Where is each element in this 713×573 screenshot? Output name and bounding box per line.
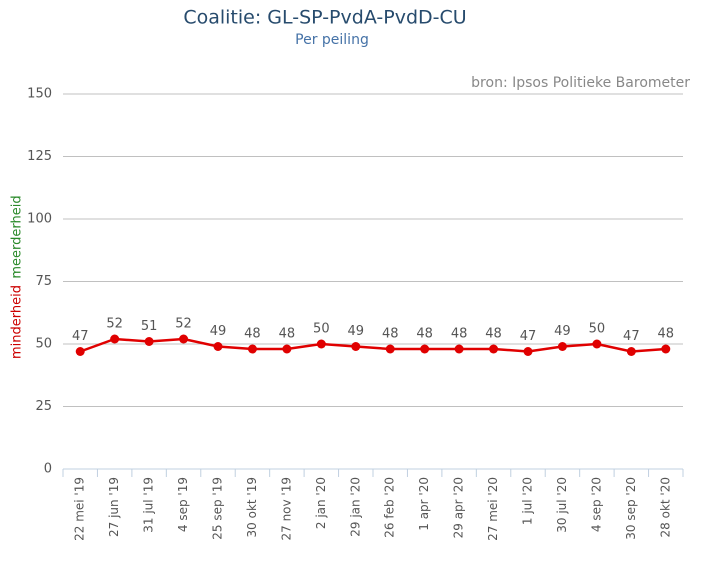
data-label: 52 (175, 317, 192, 332)
data-point (110, 334, 120, 344)
data-point (626, 347, 636, 356)
x-tick-label: 28 okt '20 (658, 477, 672, 537)
data-label: 50 (589, 322, 606, 337)
data-label: 52 (106, 317, 123, 332)
data-point (213, 342, 223, 351)
x-tick-label: 4 sep '19 (176, 477, 190, 532)
data-label: 49 (348, 324, 365, 339)
data-label: 47 (72, 329, 89, 344)
data-point (282, 344, 292, 354)
data-label: 48 (451, 327, 468, 342)
data-label: 47 (520, 329, 537, 344)
data-label: 47 (623, 329, 640, 344)
y-tick-label: 100 (27, 212, 52, 227)
y-tick-label: 0 (44, 462, 52, 477)
data-point (144, 337, 154, 346)
data-point (316, 339, 326, 349)
y-label-minority: minderheid (10, 285, 25, 359)
x-tick-label: 27 mei '20 (486, 477, 500, 541)
data-label: 48 (485, 327, 502, 342)
data-point (385, 344, 395, 354)
data-point (179, 334, 189, 344)
data-label: 48 (658, 327, 675, 342)
data-label: 48 (416, 327, 433, 342)
data-point (420, 344, 430, 354)
x-tick-label: 1 jul '20 (521, 477, 535, 525)
data-point (661, 344, 671, 354)
data-point (489, 344, 499, 354)
data-label: 49 (554, 324, 571, 339)
data-label: 48 (382, 327, 399, 342)
x-tick-label: 1 apr '20 (417, 477, 431, 531)
x-tick-label: 30 okt '19 (245, 477, 259, 537)
data-point (557, 342, 567, 351)
x-tick-label: 26 feb '20 (383, 477, 397, 538)
x-tick-label: 30 jul '20 (555, 477, 569, 533)
data-point (247, 344, 257, 354)
y-tick-label: 75 (35, 274, 52, 289)
data-label: 48 (244, 327, 261, 342)
y-tick-label: 125 (27, 149, 52, 164)
y-tick-label: 25 (35, 399, 52, 414)
data-point (351, 342, 361, 351)
data-point (523, 347, 533, 356)
x-tick-label: 2 jan '20 (314, 477, 328, 529)
x-tick-label: 27 jun '19 (107, 477, 121, 537)
x-tick-label: 25 sep '19 (211, 477, 225, 540)
series-line (79, 337, 666, 353)
x-tick-label: 31 jul '19 (142, 477, 156, 533)
source: bron: Ipsos Politieke Barometer (471, 75, 690, 91)
data-label: 51 (141, 319, 158, 334)
x-tick-label: 22 mei '19 (73, 477, 87, 541)
x-tick-label: 4 sep '20 (589, 477, 603, 532)
data-label: 49 (210, 324, 227, 339)
data-point (75, 347, 85, 356)
data-point (592, 339, 602, 349)
y-label-majority: meerderheid (10, 195, 25, 278)
chart-subtitle: Per peiling (295, 32, 369, 48)
x-tick-label: 29 apr '20 (452, 477, 466, 538)
data-point (454, 344, 464, 354)
data-label: 48 (279, 327, 296, 342)
x-tick-label: 30 sep '20 (624, 477, 638, 540)
chart-title: Coalitie: GL-SP-PvdA-PvdD-CU (183, 7, 466, 29)
x-tick-label: 27 nov '19 (279, 477, 293, 541)
y-tick-label: 50 (35, 337, 52, 352)
y-tick-label: 150 (27, 87, 52, 102)
data-label: 50 (313, 322, 330, 337)
x-tick-label: 29 jan '20 (348, 477, 362, 537)
